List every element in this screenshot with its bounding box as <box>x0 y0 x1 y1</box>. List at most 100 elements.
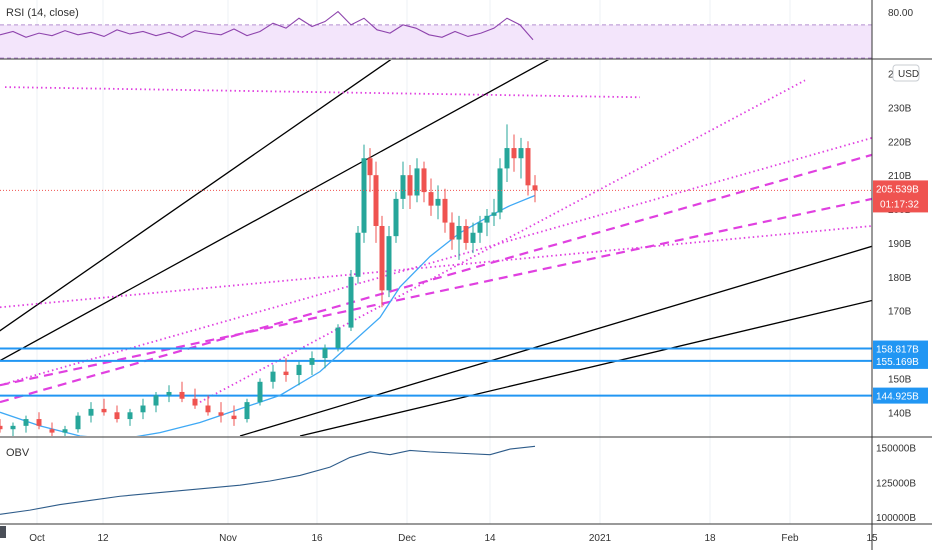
candle-body <box>428 192 434 206</box>
candle-body <box>0 425 3 430</box>
candle-body <box>192 398 198 406</box>
candle-body <box>449 222 455 240</box>
price-tick-label: 230B <box>888 103 912 114</box>
rsi-line <box>0 10 534 41</box>
time-tick-label: 16 <box>311 533 323 544</box>
candle-body <box>504 148 510 169</box>
candle-body <box>296 364 302 376</box>
candle-body <box>355 232 361 277</box>
price-tick-label: 180B <box>888 273 912 284</box>
candle-body <box>435 198 441 206</box>
level-label: 158.817B <box>876 345 919 356</box>
candle-body <box>36 419 42 426</box>
candle-body <box>470 232 476 243</box>
level-label-box <box>873 352 928 369</box>
level-label-box <box>873 340 928 357</box>
candle-body <box>491 212 497 216</box>
price-tick-label: 210B <box>888 171 912 182</box>
candle-body <box>407 175 413 196</box>
candle-body <box>393 198 399 237</box>
candle-body <box>309 358 315 365</box>
currency-label: USD <box>898 69 919 80</box>
candle-body <box>140 405 146 413</box>
last-value-box <box>873 180 928 213</box>
candle-body <box>101 408 107 413</box>
candle-body <box>166 391 172 396</box>
candle-body <box>88 408 94 416</box>
candle-body <box>463 225 469 243</box>
price-tick-label: 170B <box>888 307 912 318</box>
rsi-panel: RSI (14, close) <box>0 7 872 59</box>
candle-body <box>75 415 81 430</box>
moving-average-line <box>0 194 536 436</box>
candle-body <box>270 371 276 382</box>
countdown-label: 01:17:32 <box>880 199 919 210</box>
candle-body <box>379 225 385 291</box>
candle-body <box>361 158 367 233</box>
candle-body <box>49 429 55 433</box>
candle-body <box>484 215 490 223</box>
price-tick-label: 140B <box>888 408 912 419</box>
obv-panel: OBV <box>0 445 536 515</box>
rsi-title: RSI (14, close) <box>6 7 79 19</box>
candle-body <box>179 391 185 399</box>
trendline <box>299 299 872 436</box>
trendline <box>199 79 806 403</box>
price-tick-label: 150B <box>888 374 912 385</box>
time-tick-label: Oct <box>29 533 45 544</box>
candle-body <box>218 412 224 416</box>
price-plot <box>0 60 872 436</box>
time-tick-label: 15 <box>866 533 878 544</box>
obv-title: OBV <box>6 447 30 459</box>
obv-tick-label: 150000B <box>876 444 916 455</box>
candle-body <box>400 175 406 199</box>
candle-body <box>414 168 420 196</box>
candle-body <box>335 327 341 348</box>
candle-body <box>244 402 250 420</box>
candle-body <box>23 419 29 426</box>
candle-body <box>532 185 538 191</box>
time-tick-label: Dec <box>398 533 416 544</box>
candle-body <box>367 158 373 176</box>
rsi-band <box>0 24 872 58</box>
candle-body <box>114 412 120 420</box>
candle-body <box>456 225 462 240</box>
trendline <box>0 197 872 387</box>
obv-tick-label: 100000B <box>876 513 916 524</box>
obv-tick-label: 125000B <box>876 478 916 489</box>
time-cursor-marker <box>0 526 6 538</box>
candle-body <box>386 236 392 291</box>
candle-body <box>257 381 263 403</box>
time-tick-label: Nov <box>219 533 237 544</box>
candle-body <box>421 168 427 193</box>
candle-body <box>442 198 448 223</box>
candle-body <box>518 148 524 159</box>
candle-body <box>10 425 16 430</box>
time-tick-label: Feb <box>781 533 799 544</box>
candle-body <box>373 175 379 226</box>
candle-body <box>525 148 531 186</box>
candle-body <box>153 395 159 406</box>
level-label-box <box>873 387 928 404</box>
rsi-tick-label: 80.00 <box>888 8 913 19</box>
trendline <box>0 60 550 362</box>
time-tick-label: 18 <box>704 533 716 544</box>
candle-body <box>231 415 237 420</box>
candle-body <box>322 347 328 359</box>
candle-body <box>283 371 289 376</box>
trendline <box>0 225 872 309</box>
trendline <box>0 60 392 332</box>
candle-body <box>348 276 354 328</box>
currency-badge <box>892 64 920 82</box>
price-panel <box>0 60 872 436</box>
last-value-label: 205.539B <box>876 184 919 195</box>
candle-body <box>511 148 517 159</box>
candle-body <box>497 168 503 213</box>
time-tick-label: 14 <box>484 533 496 544</box>
price-tick-label: 220B <box>888 137 912 148</box>
level-label: 144.925B <box>876 392 919 403</box>
